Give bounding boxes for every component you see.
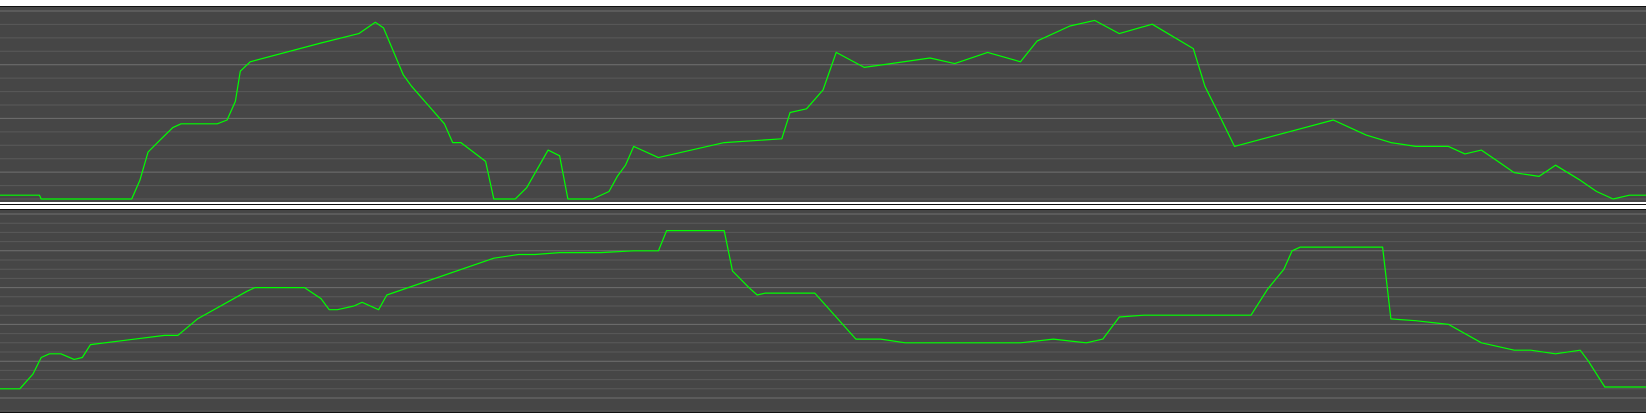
- line-chart-top: [0, 10, 1646, 204]
- series-line: [0, 230, 1646, 390]
- line-chart-bottom: [0, 213, 1646, 412]
- chart-panel-bottom: [0, 209, 1646, 413]
- chart-panel-top: [0, 6, 1646, 205]
- series-line: [0, 19, 1646, 200]
